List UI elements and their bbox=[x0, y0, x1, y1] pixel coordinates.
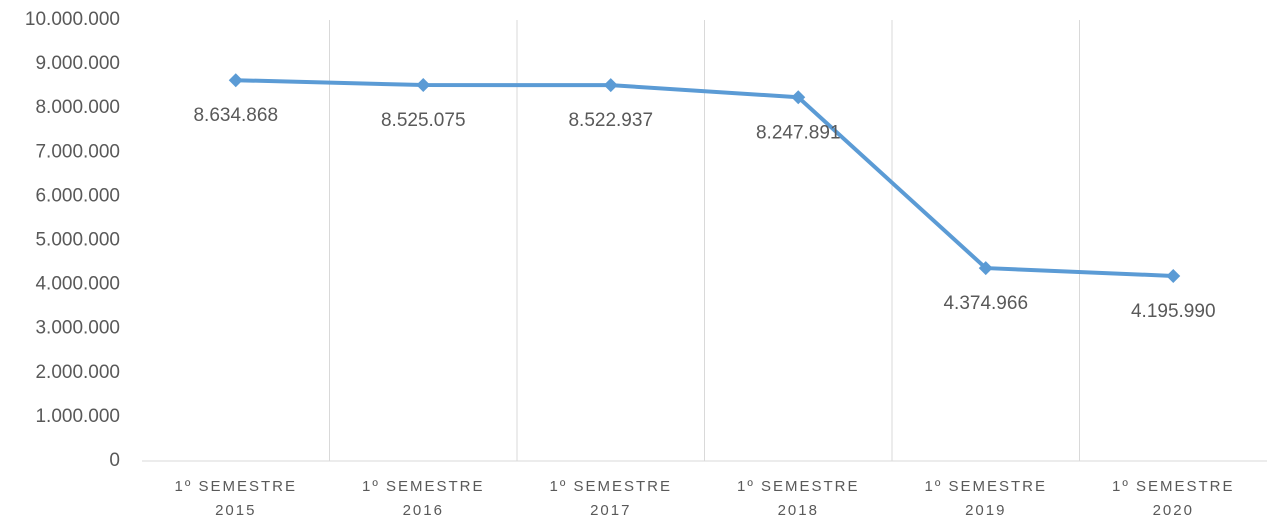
marker bbox=[1166, 268, 1181, 283]
y-tick-label: 8.000.000 bbox=[35, 97, 120, 118]
data-label: 8.525.075 bbox=[381, 110, 466, 131]
x-tick-label: 1º SEMESTRE 2015 bbox=[174, 478, 297, 519]
y-tick-label: 4.000.000 bbox=[35, 274, 120, 295]
marker bbox=[416, 78, 431, 93]
data-label: 8.247.891 bbox=[756, 122, 841, 143]
y-tick-label: 7.000.000 bbox=[35, 141, 120, 162]
data-label: 4.374.966 bbox=[943, 293, 1028, 314]
x-tick-label: 1º SEMESTRE 2016 bbox=[361, 478, 485, 519]
x-tick-label: 1º SEMESTRE 2020 bbox=[1111, 478, 1235, 519]
y-tick-label: 5.000.000 bbox=[35, 230, 120, 251]
y-tick-label: 0 bbox=[109, 450, 120, 471]
data-label: 4.195.990 bbox=[1131, 301, 1216, 322]
data-label: 8.634.868 bbox=[193, 105, 278, 126]
x-tick-label: 1º SEMESTRE 2017 bbox=[549, 478, 672, 519]
marker bbox=[791, 90, 806, 105]
x-tick-label: 1º SEMESTRE 2018 bbox=[736, 478, 860, 519]
x-tick-label: 1º SEMESTRE 2019 bbox=[924, 478, 1047, 519]
y-tick-label: 10.000.000 bbox=[25, 9, 120, 30]
y-tick-label: 3.000.000 bbox=[35, 318, 120, 339]
marker bbox=[228, 73, 243, 88]
y-tick-label: 2.000.000 bbox=[35, 362, 120, 383]
marker bbox=[603, 78, 618, 93]
data-label: 8.522.937 bbox=[568, 110, 653, 131]
line bbox=[235, 78, 1174, 278]
marker bbox=[978, 261, 993, 276]
y-tick-label: 9.000.000 bbox=[35, 53, 120, 74]
y-tick-label: 6.000.000 bbox=[35, 185, 120, 206]
y-tick-label: 1.000.000 bbox=[35, 406, 120, 427]
